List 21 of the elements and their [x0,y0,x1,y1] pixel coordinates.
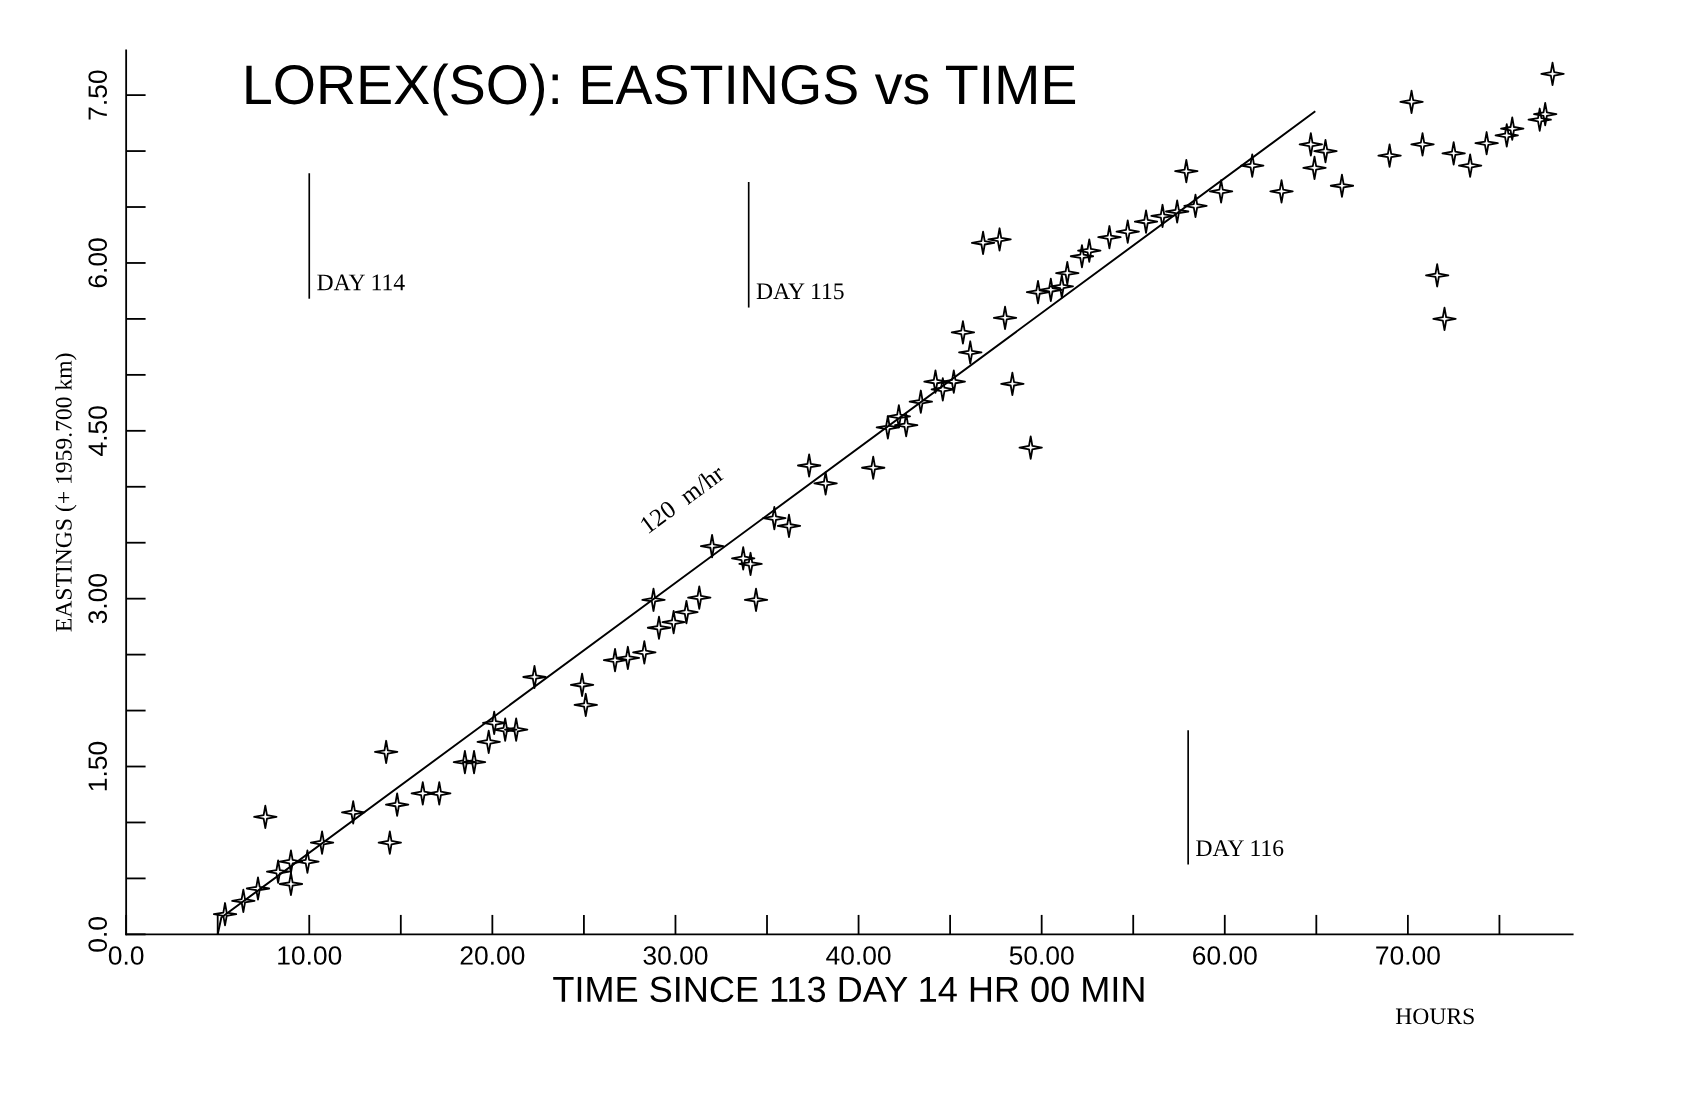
x-tick-label: 60.00 [1193,946,1257,965]
y-axis-title: EASTINGS (+ 1959.700 km) [55,353,77,632]
y-tick-label: 6.00 [88,238,108,288]
ref-line-label: DAY 114 [317,274,405,291]
y-tick-label: 4.50 [88,406,108,456]
text: HOURS [1395,1008,1474,1025]
ref-line-label: DAY 115 [756,283,844,300]
y-tick-label: 1.50 [88,741,108,791]
x-tick-label: 0.0 [108,946,144,965]
chart-title: LOREX(SO): EASTINGS vs TIME [246,63,1076,116]
y-tick-label: 3.00 [88,574,108,624]
x-axis-title: TIME SINCE 113 DAY 14 HR 00 MIN [553,976,1144,1003]
x-tick-label: 20.00 [460,946,525,965]
x-tick-label: 70.00 [1376,946,1440,965]
x-tick-label: 30.00 [643,946,708,965]
x-tick-label: 40.00 [826,946,891,965]
y-tick-label: 7.50 [88,70,108,120]
annotation: 120 m/hr [638,463,726,534]
ref-line-label: DAY 116 [1196,840,1284,857]
x-tick-label: 10.00 [278,946,342,965]
x-tick-label: 50.00 [1009,946,1074,965]
